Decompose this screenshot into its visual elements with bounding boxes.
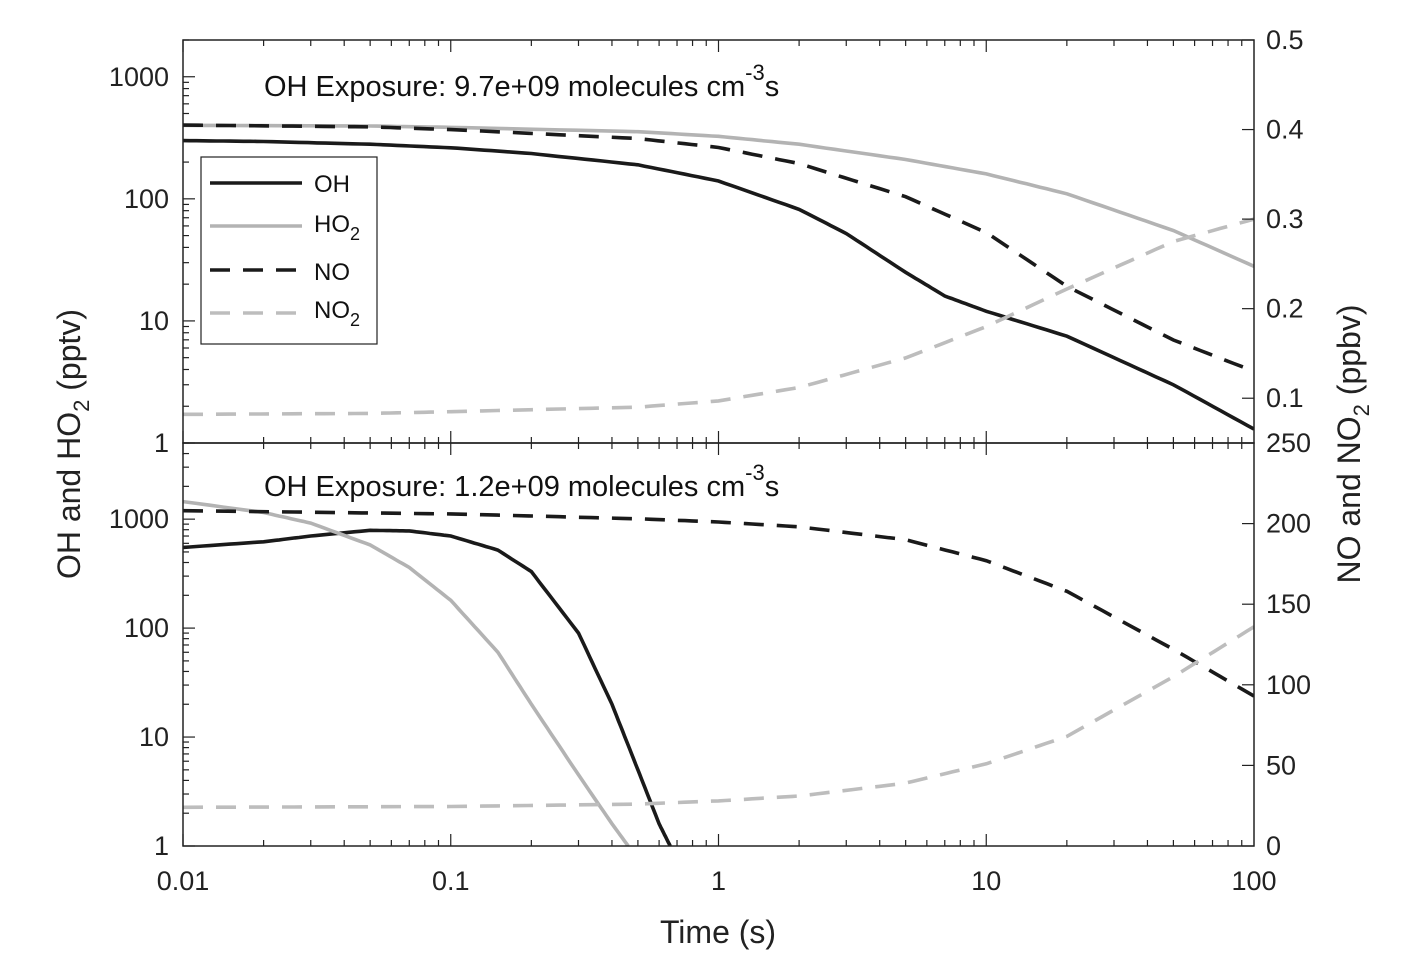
y-tick-label: 1 <box>154 428 169 458</box>
y2-tick-label: 0 <box>1266 831 1281 861</box>
series-oh-bottom <box>183 528 672 846</box>
y-tick-label: 100 <box>124 613 169 643</box>
y-tick-label: 10 <box>139 722 169 752</box>
series-lines <box>183 123 1254 846</box>
top-panel-annotation: OH Exposure: 9.7e+09 molecules cm-3s <box>264 60 779 103</box>
legend: OH HO2 NO NO2 <box>200 156 378 345</box>
x-tick-label: 1 <box>711 866 726 896</box>
series-oh-top <box>183 138 1254 431</box>
legend-label-no2: NO2 <box>314 297 360 330</box>
x-axis-title: Time (s) <box>660 914 776 950</box>
series-ho2-bottom <box>183 499 630 846</box>
x-tick-label: 0.1 <box>432 866 470 896</box>
legend-label-no: NO <box>314 259 350 286</box>
y-tick-label: 1000 <box>109 62 169 92</box>
axis-ticks: 11010010000.10.20.30.40.5110100100005010… <box>109 25 1311 896</box>
y2-tick-label: 200 <box>1266 509 1311 539</box>
y2-tick-label: 0.4 <box>1266 115 1304 145</box>
series-no2-top <box>183 217 1254 417</box>
y-tick-label: 10 <box>139 306 169 336</box>
x-tick-label: 10 <box>971 866 1001 896</box>
y-tick-label: 100 <box>124 184 169 214</box>
series-no-top <box>183 123 1254 374</box>
series-no-bottom <box>183 508 1254 698</box>
bottom-panel-frame <box>182 442 1255 847</box>
x-tick-label: 0.01 <box>157 866 210 896</box>
series-no2-bottom <box>183 625 1254 810</box>
y2-tick-label: 150 <box>1266 589 1311 619</box>
bottom-panel-annotation: OH Exposure: 1.2e+09 molecules cm-3s <box>264 460 779 503</box>
y2-tick-label: 0.3 <box>1266 204 1304 234</box>
y2-tick-label: 0.1 <box>1266 383 1304 413</box>
y2-tick-label: 50 <box>1266 750 1296 780</box>
y-axis-title-left: OH and HO2 (pptv) <box>51 309 94 579</box>
y2-tick-label: 0.2 <box>1266 294 1304 324</box>
y2-tick-label: 100 <box>1266 670 1311 700</box>
y2-tick-label: 0.5 <box>1266 25 1304 55</box>
legend-label-ho2: HO2 <box>314 211 360 244</box>
minor-ticks <box>182 39 1243 847</box>
y2-tick-label: 250 <box>1266 428 1311 458</box>
y-axis-title-right: NO and NO2 (ppbv) <box>1331 304 1374 583</box>
y-tick-label: 1 <box>154 831 169 861</box>
x-tick-label: 100 <box>1231 866 1276 896</box>
legend-label-oh: OH <box>314 171 350 198</box>
y-tick-label: 1000 <box>109 504 169 534</box>
